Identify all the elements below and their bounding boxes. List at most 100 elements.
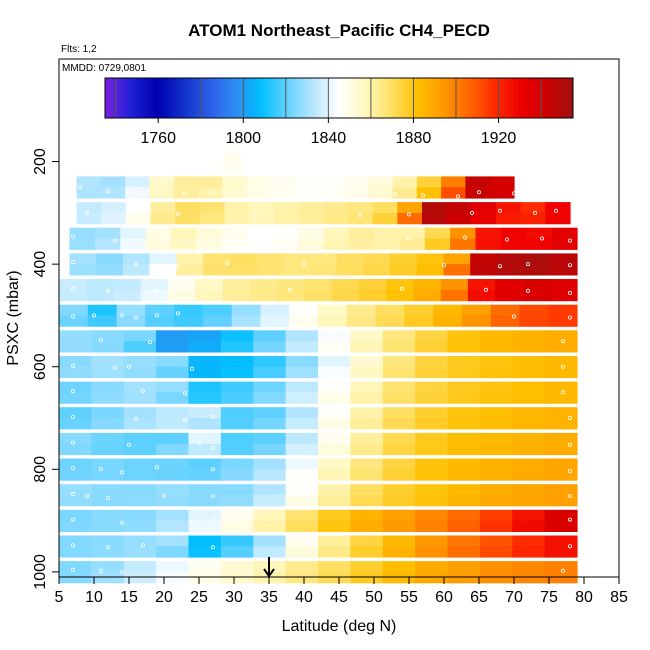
- heat-cell: [285, 443, 319, 456]
- sample-point: [106, 545, 111, 550]
- heat-cell: [422, 202, 448, 214]
- sample-point: [189, 366, 194, 371]
- heat-cell: [551, 238, 578, 250]
- heat-cell: [318, 546, 351, 558]
- heat-cell: [150, 202, 176, 214]
- heat-cell: [168, 289, 196, 302]
- heat-cell: [479, 330, 513, 342]
- sample-point: [113, 365, 118, 370]
- heat-cell: [285, 330, 319, 342]
- heat-cell: [526, 238, 553, 250]
- heat-cell: [415, 418, 449, 430]
- heat-cell: [318, 469, 351, 481]
- heat-cell: [512, 418, 546, 430]
- heat-cell: [447, 381, 481, 393]
- heat-cell: [253, 535, 287, 547]
- sample-point: [420, 193, 425, 198]
- heat-cell: [120, 227, 147, 240]
- heat-cell: [440, 279, 469, 291]
- colorbar-swatch: [149, 78, 154, 118]
- heat-cell: [441, 187, 466, 199]
- heat-cell: [331, 279, 360, 291]
- heat-cell: [512, 520, 546, 532]
- x-tick-label: 35: [260, 589, 278, 606]
- heat-cell: [479, 356, 513, 368]
- colorbar-swatch: [237, 78, 242, 118]
- heat-cell: [447, 520, 481, 532]
- sample-point: [561, 568, 566, 573]
- colorbar-swatch: [397, 78, 402, 118]
- heat-cell: [318, 304, 348, 317]
- heat-cell: [91, 381, 125, 393]
- heat-cell: [374, 227, 400, 240]
- heat-cell: [91, 561, 125, 573]
- heat-cell: [318, 443, 351, 456]
- heat-cell: [253, 484, 287, 496]
- heat-cell: [350, 381, 384, 393]
- heat-cell: [249, 202, 275, 214]
- heat-cell: [59, 484, 92, 496]
- colorbar-swatch: [401, 78, 406, 118]
- heat-cell: [94, 238, 121, 250]
- heat-cell: [416, 187, 442, 199]
- heat-cell: [156, 381, 190, 393]
- heat-cell: [260, 304, 290, 317]
- heat-cell: [415, 561, 449, 573]
- sample-point: [99, 338, 104, 343]
- sample-point: [568, 263, 573, 268]
- heat-cell: [175, 212, 201, 225]
- sample-point: [133, 416, 138, 421]
- heat-cell: [249, 279, 278, 291]
- heat-cell: [479, 571, 513, 584]
- colorbar-swatch: [569, 78, 574, 118]
- heat-cell: [441, 176, 466, 188]
- heat-cell: [91, 356, 125, 368]
- heat-cell: [123, 392, 157, 404]
- colorbar-swatch: [181, 78, 186, 118]
- heat-cell: [415, 509, 449, 522]
- colorbar-swatch: [461, 78, 466, 118]
- heat-cell: [382, 520, 416, 532]
- heat-cell: [188, 469, 222, 481]
- sample-point: [497, 208, 502, 213]
- heat-cell: [318, 418, 351, 430]
- heat-cell: [188, 432, 222, 445]
- heat-cell: [496, 202, 522, 214]
- heat-cell: [96, 264, 124, 276]
- heat-cell: [447, 418, 481, 430]
- heat-cell: [285, 366, 319, 379]
- heat-cell: [382, 432, 416, 445]
- heat-cell: [116, 315, 146, 327]
- heat-cell: [220, 561, 254, 573]
- colorbar-swatch: [541, 78, 546, 118]
- heat-cell: [413, 289, 442, 302]
- heat-cell: [461, 315, 492, 327]
- colorbar-swatch: [357, 78, 362, 118]
- heat-cell: [253, 520, 287, 532]
- heat-cell: [188, 407, 222, 419]
- heat-cell: [59, 356, 92, 368]
- heat-cell: [91, 546, 125, 558]
- colorbar-swatch: [281, 78, 286, 118]
- heat-cell: [522, 279, 551, 291]
- heat-cell: [220, 366, 254, 379]
- heat-cell: [512, 366, 546, 379]
- colorbar-swatch: [429, 78, 434, 118]
- sample-point: [127, 364, 132, 369]
- heat-cell: [188, 520, 222, 532]
- colorbar-swatch: [305, 78, 310, 118]
- heat-cell: [522, 289, 551, 302]
- heat-cell: [285, 484, 319, 496]
- heat-cell: [59, 432, 92, 445]
- heat-cell: [270, 176, 296, 188]
- heat-cell: [318, 366, 351, 379]
- heat-cell: [397, 202, 423, 214]
- heat-cell: [479, 469, 513, 481]
- heat-cell: [479, 535, 513, 547]
- heat-cell: [196, 227, 223, 240]
- colorbar-swatch: [145, 78, 150, 118]
- heat-cell: [350, 432, 384, 445]
- heat-cell: [368, 176, 394, 188]
- heat-cell: [350, 561, 384, 573]
- heat-cell: [318, 356, 351, 368]
